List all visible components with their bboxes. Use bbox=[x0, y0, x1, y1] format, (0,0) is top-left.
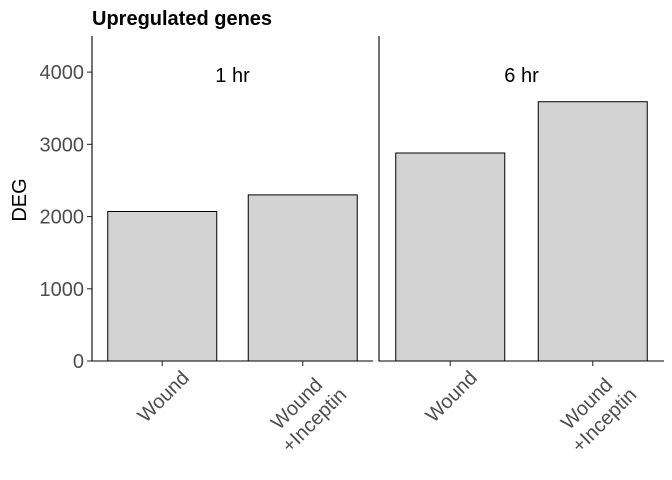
x-tick-label: Wound+Inceptin bbox=[261, 367, 351, 457]
plot-area: 0 1000 2000 3000 4000 1 hr Wound Wound+Inceptin… bbox=[40, 36, 664, 457]
y-tick-label: 1000 bbox=[40, 279, 85, 301]
x-tick-label: Wound bbox=[422, 367, 482, 427]
y-tick-label: 0 bbox=[73, 351, 84, 373]
y-axis-label: DEG bbox=[9, 178, 31, 221]
bar bbox=[107, 211, 218, 362]
x-tick-label: Wound+Inceptin bbox=[551, 367, 641, 457]
y-tick-label: 4000 bbox=[40, 62, 85, 84]
y-tick-label: 3000 bbox=[40, 134, 85, 156]
x-tick-label-line: Wound bbox=[134, 367, 194, 427]
x-tick-label-line: Wound bbox=[422, 367, 482, 427]
chart-title: Upregulated genes bbox=[92, 8, 272, 30]
y-tick-label: 2000 bbox=[40, 207, 85, 229]
bar bbox=[537, 101, 648, 362]
bar bbox=[395, 152, 506, 362]
facet-label: 6 hr bbox=[504, 65, 539, 87]
bar bbox=[247, 194, 358, 362]
facet-label: 1 hr bbox=[215, 65, 250, 87]
x-tick-label: Wound bbox=[134, 367, 194, 427]
